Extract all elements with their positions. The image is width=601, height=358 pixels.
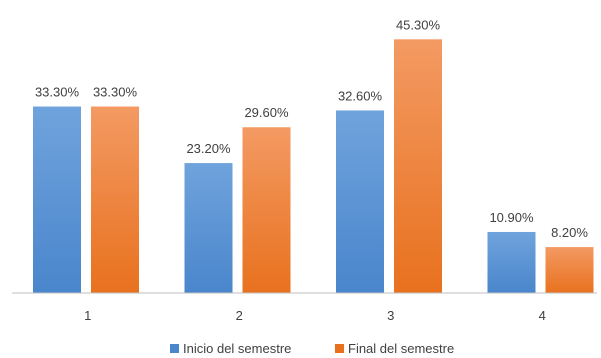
- data-label-series1-cat4: 10.90%: [489, 210, 534, 225]
- legend-label-series1: Inicio del semestre: [183, 341, 291, 356]
- bar-series2-cat3: [394, 39, 442, 293]
- legend-swatch-series2: [335, 344, 344, 353]
- data-label-series1-cat3: 32.60%: [338, 88, 383, 103]
- bar-series1-cat4: [487, 231, 536, 293]
- bar-series2-cat1: [91, 106, 139, 294]
- bar-series1-cat1: [33, 106, 81, 294]
- bar-series1-cat3: [336, 110, 384, 293]
- bars-group: [33, 39, 594, 294]
- x-tick-labels-group: 1 2 3 4: [84, 308, 546, 323]
- bar-series1-cat2: [184, 163, 233, 293]
- x-tick-label-1: 1: [84, 308, 91, 323]
- data-label-series2-cat2: 29.60%: [244, 105, 289, 120]
- x-tick-label-2: 2: [236, 308, 243, 323]
- bar-series2-cat2: [242, 127, 291, 294]
- data-label-series2-cat1: 33.30%: [93, 85, 138, 100]
- legend: Inicio del semestre Final del semestre: [170, 341, 454, 356]
- data-label-series2-cat3: 45.30%: [396, 17, 441, 32]
- data-label-series2-cat4: 8.20%: [551, 225, 588, 240]
- data-labels-group: 33.30% 33.30% 23.20% 29.60% 32.60% 45.30% 10.9…: [35, 17, 588, 240]
- x-tick-label-4: 4: [539, 308, 546, 323]
- bar-series2-cat4: [545, 247, 594, 293]
- data-label-series1-cat2: 23.20%: [186, 141, 231, 156]
- x-tick-label-3: 3: [387, 308, 394, 323]
- data-label-series1-cat1: 33.30%: [35, 85, 80, 100]
- legend-swatch-series1: [170, 344, 179, 353]
- legend-label-series2: Final del semestre: [348, 341, 454, 356]
